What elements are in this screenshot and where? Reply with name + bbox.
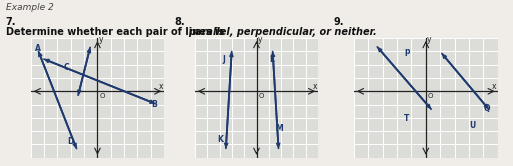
Text: T: T	[404, 114, 409, 123]
Text: x: x	[313, 82, 318, 91]
Text: y: y	[427, 35, 432, 44]
Text: x: x	[159, 82, 163, 91]
Text: L: L	[269, 55, 274, 64]
Text: J: J	[222, 55, 225, 64]
Text: C: C	[64, 63, 70, 72]
Text: A: A	[35, 44, 41, 53]
Text: Example 2: Example 2	[6, 3, 54, 12]
Text: K: K	[217, 135, 223, 144]
Text: Determine whether each pair of lines is: Determine whether each pair of lines is	[6, 27, 228, 37]
Text: x: x	[492, 82, 497, 91]
Text: O: O	[428, 93, 433, 99]
Text: 7.: 7.	[5, 17, 15, 27]
Text: parallel, perpendicular, or neither.: parallel, perpendicular, or neither.	[188, 27, 377, 37]
Text: y: y	[99, 35, 103, 44]
Text: Q: Q	[483, 104, 490, 113]
Text: O: O	[259, 93, 264, 99]
Text: B: B	[151, 100, 156, 109]
Text: 9.: 9.	[333, 17, 344, 27]
Text: O: O	[100, 93, 105, 99]
Text: p: p	[404, 47, 410, 56]
Text: y: y	[258, 35, 262, 44]
Text: 8.: 8.	[174, 17, 185, 27]
Text: D: D	[67, 137, 73, 146]
Text: M: M	[275, 124, 283, 133]
Text: U: U	[469, 122, 475, 130]
